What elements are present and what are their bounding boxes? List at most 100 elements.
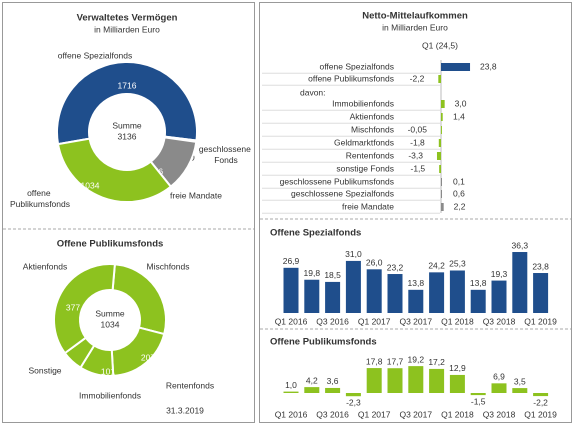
category-label: Sonstige	[28, 365, 61, 375]
value-label: 0,6	[453, 188, 465, 198]
value-label: 17,8	[366, 356, 383, 366]
category-label: Rentenfonds	[346, 150, 394, 160]
bar	[440, 126, 442, 134]
bar	[325, 281, 341, 313]
donut-segment	[110, 326, 166, 377]
bar	[429, 272, 445, 313]
category-label: freie Mandate	[170, 190, 222, 200]
donut-segment	[53, 263, 116, 355]
category-label: offene Spezialfonds	[319, 61, 394, 71]
bar	[429, 368, 445, 393]
category-label: freie Mandate	[342, 201, 394, 211]
value-label: 18,5	[324, 270, 341, 280]
x-tick-label: Q1 2016	[275, 409, 308, 419]
value-label: 4,2	[306, 375, 318, 385]
x-tick-label: Q3 2018	[483, 316, 516, 326]
value-label: 23,8	[532, 261, 549, 271]
category-label: geschlossene Spezialfonds	[291, 188, 394, 198]
value-label: 0,1	[453, 176, 465, 186]
category-label: sonstige Fonds	[336, 163, 394, 173]
group-label: davon:	[300, 87, 326, 97]
value-label: 3,5	[514, 376, 526, 386]
bar	[283, 391, 299, 393]
x-tick-label: Q3 2017	[399, 409, 432, 419]
bar	[438, 139, 441, 147]
column-header: Q1 (24,5)	[422, 40, 458, 50]
value-label: 6,9	[493, 372, 505, 382]
chart-title: Netto-Mittelaufkommen	[362, 11, 468, 22]
value-label: -2,2	[410, 73, 425, 83]
x-tick-label: Q3 2016	[316, 316, 349, 326]
x-tick-label: Q1 2016	[275, 316, 308, 326]
value-label: 19,8	[304, 268, 321, 278]
bar	[283, 267, 299, 313]
value-label: 19,3	[491, 269, 508, 279]
value-label: 23,8	[480, 61, 497, 71]
bar	[366, 269, 382, 313]
bar	[304, 279, 320, 313]
value-label: 207	[141, 352, 155, 362]
bar	[441, 100, 445, 108]
center-label: Summe	[95, 308, 125, 318]
date-note: 31.3.2019	[166, 405, 204, 415]
bar	[387, 274, 403, 313]
value-label: 286	[144, 265, 158, 275]
value-label: 17,2	[428, 357, 445, 367]
x-tick-label: Q3 2016	[316, 409, 349, 419]
category-label: offene Publikumsfonds	[10, 188, 70, 209]
chart-title: Offene Publikumsfonds	[270, 337, 377, 348]
value-label: 17,7	[387, 356, 404, 366]
value-label: 3,6	[327, 376, 339, 386]
bar	[441, 178, 442, 186]
bar	[441, 63, 471, 71]
value-label: -2,3	[346, 397, 361, 407]
value-label: 23,2	[387, 262, 404, 272]
value-label: 19,2	[408, 354, 425, 364]
bar	[438, 75, 441, 83]
bar	[387, 368, 403, 393]
x-tick-label: Q1 2017	[358, 316, 391, 326]
category-label: Mischfonds	[351, 124, 394, 134]
value-label: 1,0	[285, 380, 297, 390]
bar	[512, 252, 528, 313]
category-label: geschlossene Publikumsfonds	[280, 176, 394, 186]
center-label: Summe	[112, 120, 142, 130]
category-label: geschlossene Fonds	[199, 144, 253, 165]
bar	[533, 273, 549, 313]
value-label: 36,3	[512, 240, 529, 250]
bar	[325, 387, 341, 393]
category-label: Aktienfonds	[350, 111, 394, 121]
category-label: offene Spezialfonds	[58, 50, 133, 60]
chart-title: Verwaltetes Vermögen	[77, 13, 178, 24]
bar	[491, 280, 507, 313]
value-label: 13,8	[408, 278, 425, 288]
bar	[533, 393, 549, 397]
value-label: 26,0	[366, 258, 383, 268]
bar	[366, 368, 382, 393]
bar	[408, 366, 424, 393]
value-label: -1,5	[471, 396, 486, 406]
chart-title: Offene Publikumsfonds	[57, 239, 164, 250]
bar	[436, 152, 441, 160]
category-label: offene Publikumsfonds	[308, 73, 394, 83]
value-label: -0,05	[408, 124, 428, 134]
x-tick-label: Q1 2018	[441, 409, 474, 419]
value-label: 12,9	[449, 363, 466, 373]
right-panel	[259, 2, 572, 423]
x-tick-label: Q3 2018	[483, 409, 516, 419]
category-label: Immobilienfonds	[79, 390, 141, 400]
category-label: Immobilienfonds	[332, 98, 394, 108]
value-label: 26,9	[283, 256, 300, 266]
category-label: Aktienfonds	[23, 261, 67, 271]
chart-subtitle: in Milliarden Euro	[94, 24, 160, 34]
value-label: -2,2	[533, 397, 548, 407]
bar	[491, 383, 507, 393]
value-label: -1,5	[411, 163, 426, 173]
bar	[470, 393, 486, 396]
chart-subtitle: in Milliarden Euro	[382, 22, 448, 32]
value-label: 101	[101, 366, 115, 376]
x-tick-label: Q1 2019	[524, 409, 557, 419]
bar	[408, 289, 424, 313]
value-label: -3,3	[408, 150, 423, 160]
